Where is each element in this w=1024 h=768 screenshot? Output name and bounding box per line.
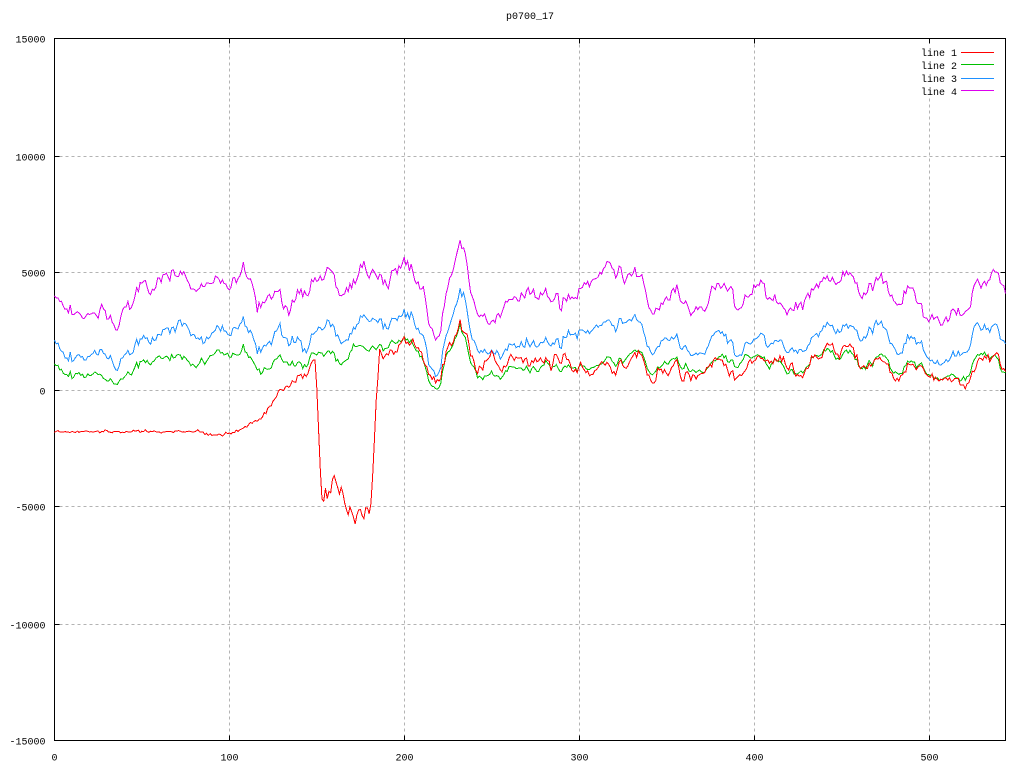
svg-text:5000: 5000 (21, 270, 45, 281)
svg-text:0: 0 (39, 388, 45, 399)
svg-text:-10000: -10000 (9, 622, 45, 633)
svg-text:line 1: line 1 (921, 48, 957, 60)
svg-text:300: 300 (570, 754, 588, 765)
svg-text:line 3: line 3 (921, 74, 957, 86)
svg-text:-5000: -5000 (15, 504, 45, 515)
svg-text:line 4: line 4 (921, 87, 957, 99)
svg-text:100: 100 (220, 754, 238, 765)
svg-text:-15000: -15000 (9, 738, 45, 749)
svg-text:200: 200 (395, 754, 413, 765)
svg-text:line 2: line 2 (921, 61, 957, 73)
svg-text:0: 0 (51, 754, 57, 765)
svg-text:15000: 15000 (15, 36, 45, 47)
svg-text:400: 400 (745, 754, 763, 765)
svg-text:10000: 10000 (15, 154, 45, 165)
svg-text:500: 500 (920, 754, 938, 765)
